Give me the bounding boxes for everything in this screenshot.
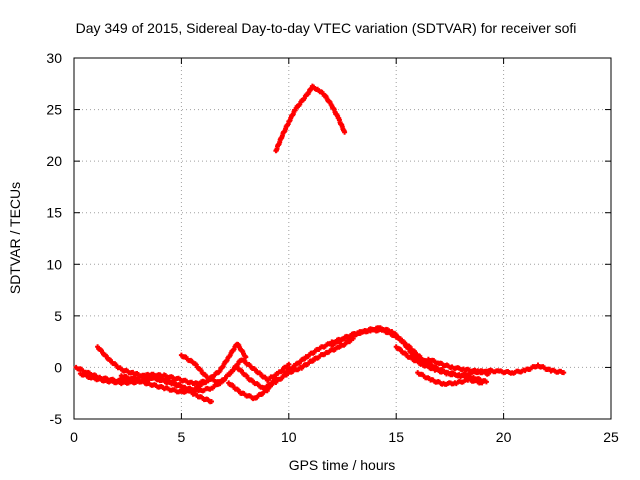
data-point-marks [425, 356, 492, 377]
x-tick-label: 0 [70, 429, 78, 445]
series-arc-12 [425, 356, 492, 377]
y-axis: -5 0 5 10 15 20 25 30 [46, 50, 611, 427]
x-tick-label: 5 [178, 429, 186, 445]
data-point-marks [273, 83, 348, 154]
y-tick-label: 15 [46, 205, 62, 221]
data-point-marks [118, 373, 210, 395]
y-axis-label: SDTVAR / TECUs [7, 182, 23, 294]
x-tick-label: 10 [281, 429, 297, 445]
grid [74, 58, 611, 419]
y-tick-label: 10 [46, 256, 62, 272]
data-marks [73, 83, 567, 405]
y-tick-label: 20 [46, 153, 62, 169]
x-tick-label: 20 [496, 429, 512, 445]
series-arc-11 [415, 370, 485, 387]
series-arc-5 [178, 352, 292, 387]
y-tick-label: 30 [46, 50, 62, 66]
series-arc-4 [118, 373, 210, 395]
chart-title: Day 349 of 2015, Sidereal Day-to-day VTE… [76, 20, 577, 36]
y-tick-label: 5 [54, 308, 62, 324]
x-axis-label: GPS time / hours [289, 457, 396, 473]
series-arc-13 [273, 83, 348, 154]
x-tick-label: 25 [603, 429, 619, 445]
data-point-marks [226, 375, 279, 402]
y-tick-label: -5 [50, 411, 63, 427]
x-axis: 0 5 10 15 20 25 [70, 58, 619, 445]
y-tick-label: 25 [46, 102, 62, 118]
data-point-marks [415, 370, 485, 387]
data-point-marks [178, 352, 292, 387]
series-arc-7 [226, 375, 279, 402]
plot-frame [73, 57, 612, 420]
y-tick-label: 0 [54, 359, 62, 375]
x-tick-label: 15 [388, 429, 404, 445]
